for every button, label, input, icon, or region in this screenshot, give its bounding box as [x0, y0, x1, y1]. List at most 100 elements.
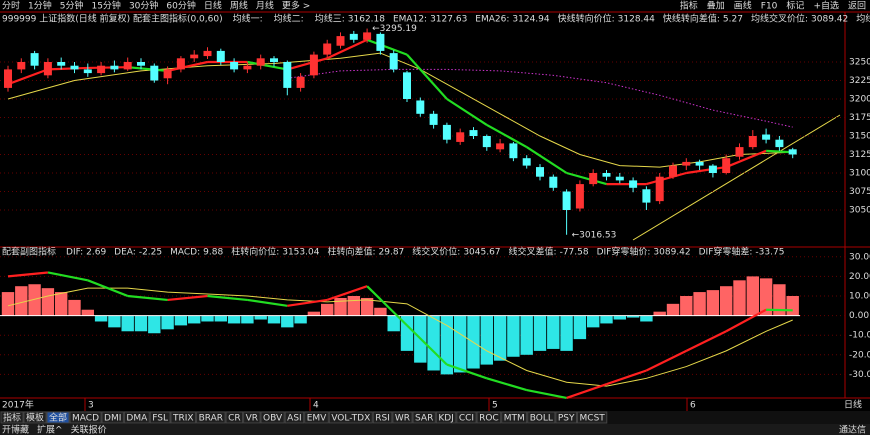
toolbar-button[interactable]: 指标: [680, 0, 698, 12]
indicator-value: -2.25: [139, 248, 162, 258]
dif-line: [766, 308, 793, 312]
candle-body: [363, 32, 372, 40]
tab[interactable]: FSL: [152, 414, 168, 424]
tab-box: [149, 411, 171, 424]
date-label: 5: [492, 401, 498, 411]
indicator-label: 均线交叉差值:: [856, 13, 870, 25]
toolbar-button[interactable]: 1分钟: [28, 0, 52, 12]
candle-body: [775, 139, 784, 148]
indicator-label: 快线转向价位:: [558, 13, 615, 25]
tab[interactable]: 模板: [26, 412, 44, 424]
dif-line: [247, 298, 288, 307]
tab[interactable]: MCST: [580, 414, 606, 424]
macd-bar: [281, 315, 294, 328]
candle-body: [163, 69, 172, 79]
tab-box: [501, 411, 528, 424]
tab[interactable]: SAR: [415, 414, 433, 424]
toolbar-button[interactable]: 15分钟: [91, 0, 120, 12]
toolbar-button[interactable]: 30分钟: [129, 0, 158, 12]
candle-body: [762, 134, 771, 140]
macd-bar: [706, 290, 720, 316]
tab-box: [304, 411, 329, 424]
candle-body: [97, 65, 106, 74]
trend-line-drawing: [632, 114, 841, 241]
indicator-label: DEA:: [114, 248, 136, 258]
candle-body: [403, 72, 411, 99]
indicator-value: 3153.04: [282, 248, 319, 258]
status-button[interactable]: 关联报价: [71, 424, 107, 435]
macd-bar: [41, 288, 55, 316]
toolbar-button[interactable]: F10: [761, 2, 778, 12]
macd-bar: [134, 315, 148, 332]
status-button[interactable]: 开博藏: [2, 424, 29, 435]
tab[interactable]: PSY: [558, 414, 575, 424]
tab-box: [46, 411, 70, 424]
macd-bar: [15, 286, 28, 316]
toolbar-button[interactable]: 日线: [204, 0, 222, 12]
toolbar-button[interactable]: 60分钟: [166, 0, 195, 12]
macd-bar: [227, 315, 241, 324]
indicator-value: 2.69: [86, 248, 106, 258]
tab[interactable]: EMV: [307, 414, 327, 424]
candle-body: [748, 136, 757, 148]
tab-box: [555, 411, 578, 424]
toolbar-button[interactable]: 周线: [230, 0, 248, 12]
tab[interactable]: OBV: [263, 414, 283, 424]
macd-bar: [720, 286, 733, 316]
toolbar-button[interactable]: 画线: [734, 0, 752, 12]
tab[interactable]: ROC: [479, 414, 499, 424]
tab[interactable]: MACD: [72, 414, 99, 424]
macd-bar: [640, 315, 653, 322]
tab-box: [196, 411, 226, 424]
toolbar-button[interactable]: 返回: [848, 0, 866, 12]
tab[interactable]: DMI: [104, 414, 121, 424]
toolbar-button[interactable]: 5分钟: [60, 0, 84, 12]
tab[interactable]: MTM: [504, 414, 525, 424]
tab[interactable]: 全部: [49, 412, 67, 424]
indicator-label: 均线交叉价位:: [751, 13, 808, 25]
tab[interactable]: KDJ: [438, 414, 454, 424]
tab[interactable]: DMA: [126, 414, 148, 424]
toolbar-button[interactable]: 标记: [786, 0, 804, 12]
tab[interactable]: ASI: [287, 414, 302, 424]
tab[interactable]: RSI: [375, 414, 390, 424]
tab[interactable]: VOL-TDX: [331, 414, 370, 424]
tab[interactable]: VR: [246, 414, 258, 424]
macd-bar: [533, 315, 547, 351]
dif-line: [87, 279, 129, 298]
tab[interactable]: BOLL: [530, 414, 553, 424]
candle-body: [323, 43, 332, 55]
tab[interactable]: WR: [395, 414, 410, 424]
tab[interactable]: BRAR: [199, 414, 223, 424]
candle-body: [203, 50, 212, 57]
moving-average-line: [287, 57, 328, 71]
indicator-value: 3128.44: [618, 15, 655, 25]
tab-box: [435, 411, 457, 424]
candle-body: [708, 165, 717, 173]
moving-average-line: [566, 171, 607, 186]
dif-line: [167, 294, 208, 302]
macd-bar: [773, 284, 786, 316]
macd-bar: [493, 315, 507, 361]
y-tick-label: 3125: [849, 150, 870, 160]
toolbar-button[interactable]: 叠加: [707, 1, 725, 12]
dif-line: [127, 294, 168, 302]
y-tick-label: 10.00: [849, 292, 870, 302]
y-tick-label: 3150: [849, 132, 870, 142]
toolbar-button[interactable]: 更多 >: [282, 0, 310, 12]
indicator-label: DIF穿零轴价:: [597, 246, 651, 258]
toolbar-button[interactable]: +自选: [813, 0, 839, 12]
status-button[interactable]: 扩展^: [37, 424, 63, 435]
tab[interactable]: TRIX: [172, 414, 194, 424]
dif-line: [406, 324, 448, 366]
macd-bar: [613, 315, 626, 320]
toolbar-button[interactable]: 月线: [256, 0, 274, 12]
indicator-label: 均线一:: [233, 13, 263, 25]
tab[interactable]: 指标: [3, 412, 21, 424]
tab[interactable]: CR: [228, 414, 241, 424]
toolbar-button[interactable]: 分时: [2, 0, 20, 12]
tab[interactable]: CCI: [459, 414, 474, 424]
candle-body: [629, 180, 638, 188]
moving-average-line: [446, 98, 488, 126]
macd-bar: [1, 292, 15, 316]
